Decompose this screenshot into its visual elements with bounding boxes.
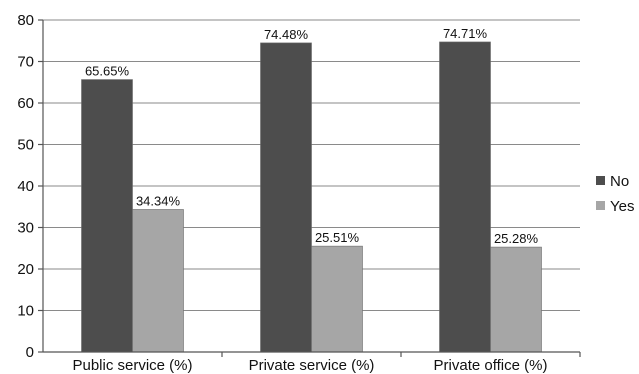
bar-no-0 — [81, 79, 133, 353]
data-label: 25.51% — [315, 230, 360, 245]
x-category-label: Public service (%) — [72, 357, 192, 374]
y-axis-ticks: 0 10 20 30 40 50 60 70 80 — [17, 12, 43, 361]
y-tick-label: 0 — [26, 344, 34, 361]
y-tick-label: 10 — [17, 303, 34, 320]
legend-swatch-yes — [596, 201, 605, 210]
y-tick-label: 60 — [17, 95, 34, 112]
data-label: 34.34% — [136, 193, 181, 208]
x-category-label: Private service (%) — [249, 357, 375, 374]
y-tick-label: 20 — [17, 261, 34, 278]
legend-label-yes: Yes — [610, 198, 634, 215]
data-label: 74.48% — [264, 27, 309, 42]
legend: No Yes — [596, 173, 634, 215]
data-labels: 65.65% 34.34% 74.48% 25.51% 74.71% 25.28% — [85, 26, 539, 246]
x-category-label: Private office (%) — [434, 357, 548, 374]
legend-label-no: No — [610, 173, 629, 190]
y-tick-label: 30 — [17, 220, 34, 237]
y-tick-label: 80 — [17, 12, 34, 29]
data-label: 65.65% — [85, 64, 130, 79]
data-label: 74.71% — [443, 26, 488, 41]
bar-no-2 — [439, 41, 491, 353]
bar-yes-2 — [490, 246, 542, 353]
bars — [81, 41, 542, 353]
y-tick-label: 40 — [17, 178, 34, 195]
x-axis: Public service (%) Private service (%) Pri… — [42, 20, 581, 374]
bar-yes-0 — [132, 209, 184, 353]
data-label: 25.28% — [494, 231, 539, 246]
y-tick-label: 70 — [17, 54, 34, 71]
bar-no-1 — [260, 42, 312, 353]
bar-yes-1 — [311, 245, 363, 353]
legend-swatch-no — [596, 176, 605, 185]
y-tick-label: 50 — [17, 137, 34, 154]
